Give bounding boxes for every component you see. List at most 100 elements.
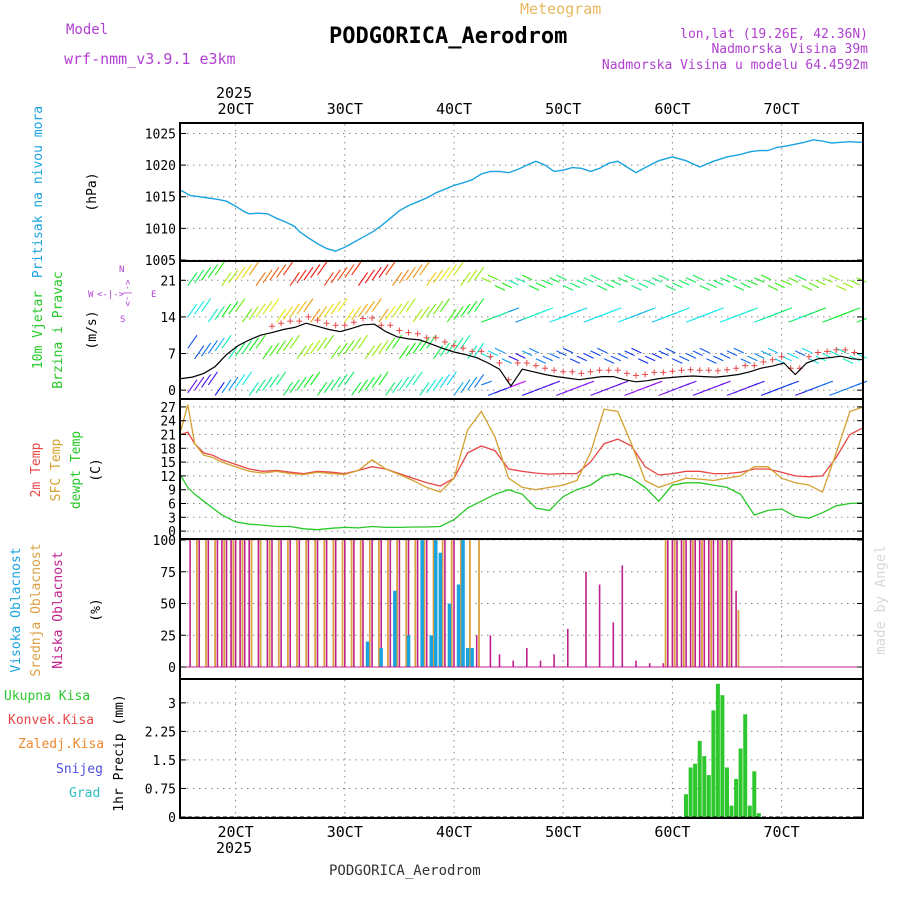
wind-arrow [303, 374, 314, 388]
wind-arrow [624, 350, 635, 357]
gust-cross-marker [432, 334, 439, 341]
wind-arrow [255, 334, 266, 349]
wind-arrow [481, 380, 492, 386]
gust-cross-marker [487, 353, 494, 360]
gust-cross-marker [651, 369, 658, 376]
wind-arrow [228, 300, 239, 315]
wind-arrow [248, 306, 259, 320]
wind-arrow [201, 298, 212, 313]
gust-cross-marker [642, 371, 649, 378]
wind-arrow [214, 306, 225, 320]
wind-arrow [788, 277, 799, 283]
wind-arrow [323, 334, 334, 349]
wind-arrow [296, 376, 307, 391]
gust-cross-marker [269, 323, 275, 330]
low-cloud-bar [239, 540, 241, 667]
high-cloud-bar [365, 641, 370, 667]
low-cloud-bar [298, 540, 301, 667]
lonlat-readout: lon,lat (19.26E, 42.36N) [680, 27, 868, 42]
wind-arrow [597, 285, 608, 291]
wind-arrow [289, 334, 300, 349]
wind-arrow [398, 345, 410, 360]
wind-arrow [822, 380, 834, 386]
total-precip-bar [752, 771, 757, 817]
wind-arrow [460, 334, 471, 349]
wind-arrow [412, 371, 423, 386]
wind-arrow [412, 340, 423, 354]
gust-cross-marker [378, 322, 385, 329]
gust-cross-marker [833, 346, 840, 353]
mid-cloud-bar [423, 540, 426, 667]
wind-arrow [590, 350, 601, 357]
wind-arrow [276, 264, 287, 279]
wind-arrow [310, 340, 321, 354]
wind-arrow [658, 274, 669, 281]
low-cloud-bar [689, 540, 692, 667]
gust-cross-marker [587, 368, 594, 375]
wind-y-ticks: 0 7 14 21 [160, 274, 863, 399]
cloud-mid-label: Srednja Oblacnost [29, 543, 44, 676]
wind-arrow [467, 300, 478, 315]
wind-arrow [829, 274, 840, 281]
wind-arrow [453, 261, 464, 276]
wind-arrow [207, 371, 218, 386]
wind-arrow [733, 347, 745, 354]
wind-arrow [310, 308, 321, 323]
wind-arrow [276, 371, 287, 386]
total-precip-bar [688, 767, 693, 817]
precip-panel: 0 0.75 1.5 2.25 3 Ukupna Kisa Konvek.Kisa Za… [4, 678, 864, 826]
wind-arrow [679, 307, 690, 313]
low-cloud-bar [635, 660, 637, 667]
wind-arrow [617, 380, 629, 386]
legend-convective-precip: Konvek.Kisa [8, 713, 94, 728]
wind-arrow [747, 307, 758, 313]
mid-cloud-bar [259, 540, 262, 667]
y-tick-label: 0 [168, 525, 176, 540]
wind-arrow [357, 379, 369, 394]
mid-cloud-bar [478, 540, 480, 667]
wind-arrow [187, 379, 198, 394]
wind-arrow [433, 376, 444, 391]
low-cloud-bar [717, 540, 719, 667]
wind-arrow [576, 307, 588, 313]
wind-arrow [651, 277, 663, 283]
wind-arrow [248, 337, 259, 352]
wind-arrow [235, 374, 246, 388]
wind-arrow [760, 274, 772, 281]
mid-cloud-bar [664, 540, 667, 667]
wind-arrow [351, 381, 362, 396]
wind-arrow [740, 358, 751, 364]
gust-cross-marker [560, 368, 567, 375]
wind-arrow [760, 350, 772, 357]
gust-cross-marker [687, 366, 694, 373]
wind-arrow [221, 379, 232, 394]
wind-arrow [330, 345, 341, 360]
wind-arrow [535, 282, 547, 289]
cloud-gridlines [181, 539, 862, 668]
wind-arrow [569, 282, 581, 289]
wind-arrow [364, 269, 375, 284]
wind-arrow [685, 277, 697, 283]
wind-arrow [405, 298, 416, 313]
wind-arrow [269, 374, 280, 388]
wind-arrow [405, 374, 416, 388]
wind-arrow [207, 308, 218, 323]
low-cloud-bar [216, 540, 219, 667]
wind-arrow [235, 266, 246, 281]
gust-cross-marker [441, 339, 448, 345]
wind-arrow [392, 303, 403, 318]
wind-arrow [631, 347, 642, 354]
low-cloud-bar [289, 540, 291, 667]
wind-arrow [508, 307, 520, 313]
legend-total-precip: Ukupna Kisa [4, 689, 90, 704]
wind-arrow [781, 279, 792, 286]
bottom-year-label: 2025 [216, 839, 252, 857]
wind-arrow [733, 285, 745, 291]
mid-cloud-bar [450, 540, 453, 667]
wind-arrow [398, 300, 410, 315]
wind-arrow [207, 340, 218, 354]
wind-arrow [289, 379, 300, 394]
wind-arrow [726, 274, 738, 281]
cloud-frame [179, 538, 864, 680]
